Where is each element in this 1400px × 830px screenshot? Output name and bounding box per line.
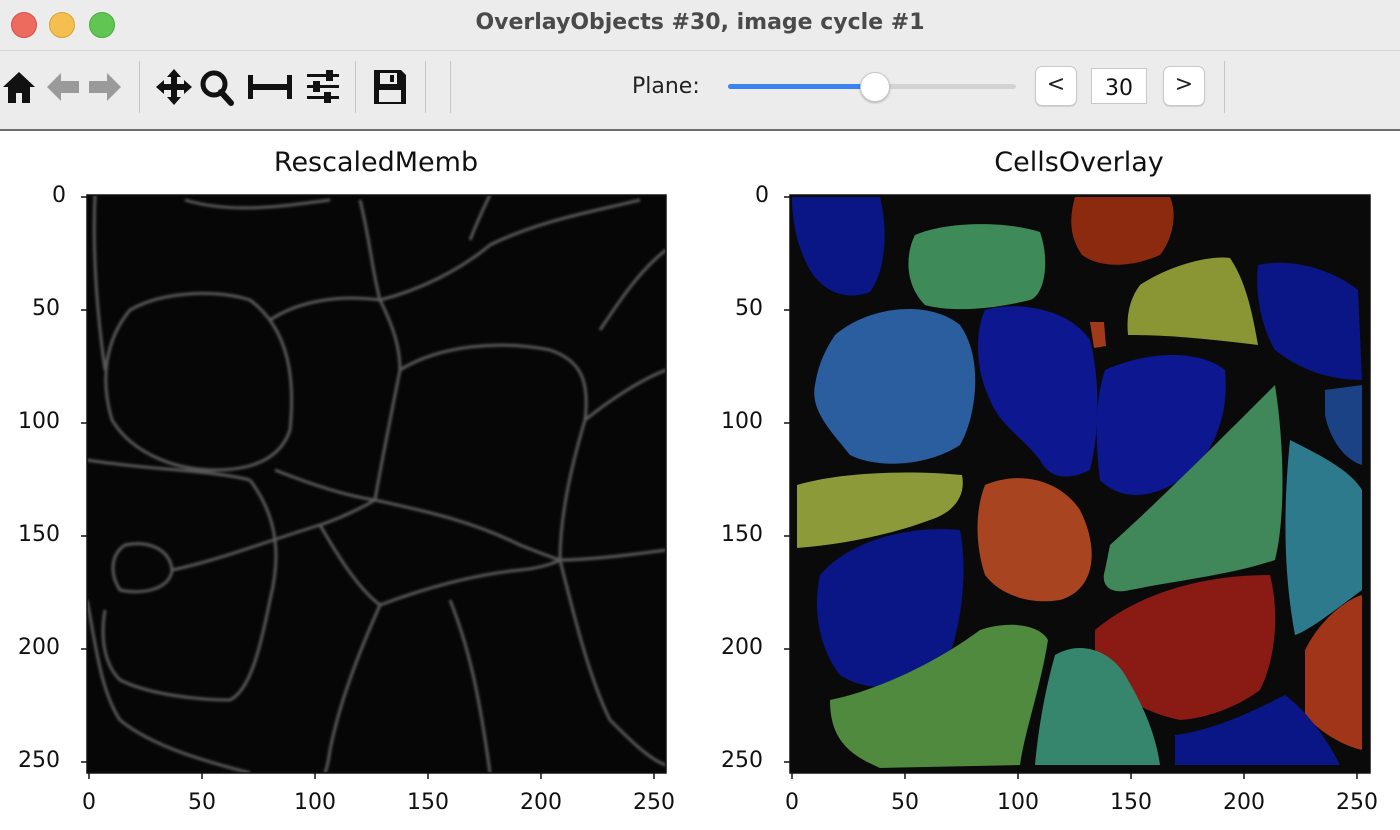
cell-region <box>797 472 963 548</box>
cell-region <box>830 624 1048 768</box>
y-tick-label: 200 <box>18 635 60 660</box>
x-tick-label: 250 <box>633 790 675 815</box>
forward-arrow-icon[interactable] <box>86 67 124 107</box>
y-tick-label: 100 <box>721 409 763 434</box>
rescaled-memb-axes <box>86 194 667 774</box>
x-tick-label: 150 <box>407 790 449 815</box>
cell-region <box>1325 385 1362 465</box>
y-tick-label: 250 <box>721 748 763 773</box>
figure-svg <box>81 194 1371 779</box>
pan-icon[interactable] <box>155 67 193 107</box>
x-tick-label: 50 <box>891 790 919 815</box>
zoom-icon[interactable] <box>198 67 236 107</box>
home-icon[interactable] <box>0 67 38 107</box>
cells-overlay-axes <box>789 194 1371 774</box>
cell-region <box>978 306 1098 477</box>
window-titlebar: OverlayObjects #30, image cycle #1 <box>0 0 1400 51</box>
toolbar-separator <box>425 61 426 113</box>
toolbar-separator <box>450 61 451 113</box>
window-title: OverlayObjects #30, image cycle #1 <box>475 10 925 35</box>
y-tick-label: 200 <box>721 635 763 660</box>
next-plane-button[interactable]: > <box>1163 66 1205 106</box>
subplots-icon[interactable] <box>246 67 294 107</box>
x-tick-label: 50 <box>188 790 216 815</box>
cell-region <box>1090 322 1106 348</box>
cell-region <box>1285 440 1362 635</box>
cell-region <box>814 308 976 464</box>
plane-label: Plane: <box>632 74 700 99</box>
cell-region <box>1257 262 1362 380</box>
x-tick-label: 0 <box>82 790 96 815</box>
x-tick-label: 150 <box>1110 790 1152 815</box>
cells-overlay-title: CellsOverlay <box>994 147 1164 178</box>
cell-region <box>816 529 964 688</box>
cell-region <box>1095 575 1276 720</box>
cell-region <box>1096 355 1226 495</box>
membrane-edges <box>87 195 666 773</box>
figure-canvas[interactable]: RescaledMemb CellsOverlay 0 50 100 150 2… <box>0 131 1400 830</box>
y-tick-label: 150 <box>18 522 60 547</box>
x-tick-label: 250 <box>1336 790 1378 815</box>
cell-region <box>908 224 1046 310</box>
cell-region <box>1071 197 1174 265</box>
y-tick-label: 0 <box>755 183 769 208</box>
toolbar-separator <box>355 61 356 113</box>
cell-region <box>1127 257 1258 345</box>
cell-region <box>1175 695 1340 765</box>
y-tick-label: 150 <box>721 522 763 547</box>
close-window-button[interactable] <box>11 12 37 38</box>
y-tick-label: 0 <box>52 183 66 208</box>
back-arrow-icon[interactable] <box>44 67 82 107</box>
plane-slider-thumb[interactable] <box>860 72 890 102</box>
x-tick-label: 100 <box>997 790 1039 815</box>
x-tick-label: 0 <box>785 790 799 815</box>
y-tick-label: 50 <box>735 296 763 321</box>
y-tick-label: 250 <box>18 748 60 773</box>
maximize-window-button[interactable] <box>89 12 115 38</box>
toolbar: Plane: < 30 > <box>0 51 1400 131</box>
x-tick-label: 200 <box>520 790 562 815</box>
previous-plane-button[interactable]: < <box>1035 66 1077 106</box>
plane-number-input[interactable]: 30 <box>1091 68 1147 104</box>
configure-icon[interactable] <box>304 67 342 107</box>
y-tick-label: 100 <box>18 409 60 434</box>
x-tick-label: 100 <box>294 790 336 815</box>
x-tick-label: 200 <box>1223 790 1265 815</box>
cell-region <box>1103 385 1283 592</box>
cell-regions <box>792 197 1362 768</box>
toolbar-separator <box>1224 61 1225 113</box>
cell-region <box>1305 595 1362 750</box>
cell-region <box>792 197 885 296</box>
y-tick-label: 50 <box>32 296 60 321</box>
cell-region <box>977 478 1092 602</box>
cell-region <box>1035 647 1160 765</box>
plane-slider-fill <box>728 84 876 89</box>
toolbar-separator <box>139 61 140 113</box>
rescaled-memb-title: RescaledMemb <box>273 147 479 178</box>
tick-marks <box>81 196 1358 779</box>
minimize-window-button[interactable] <box>49 12 75 38</box>
save-icon[interactable] <box>371 67 409 107</box>
